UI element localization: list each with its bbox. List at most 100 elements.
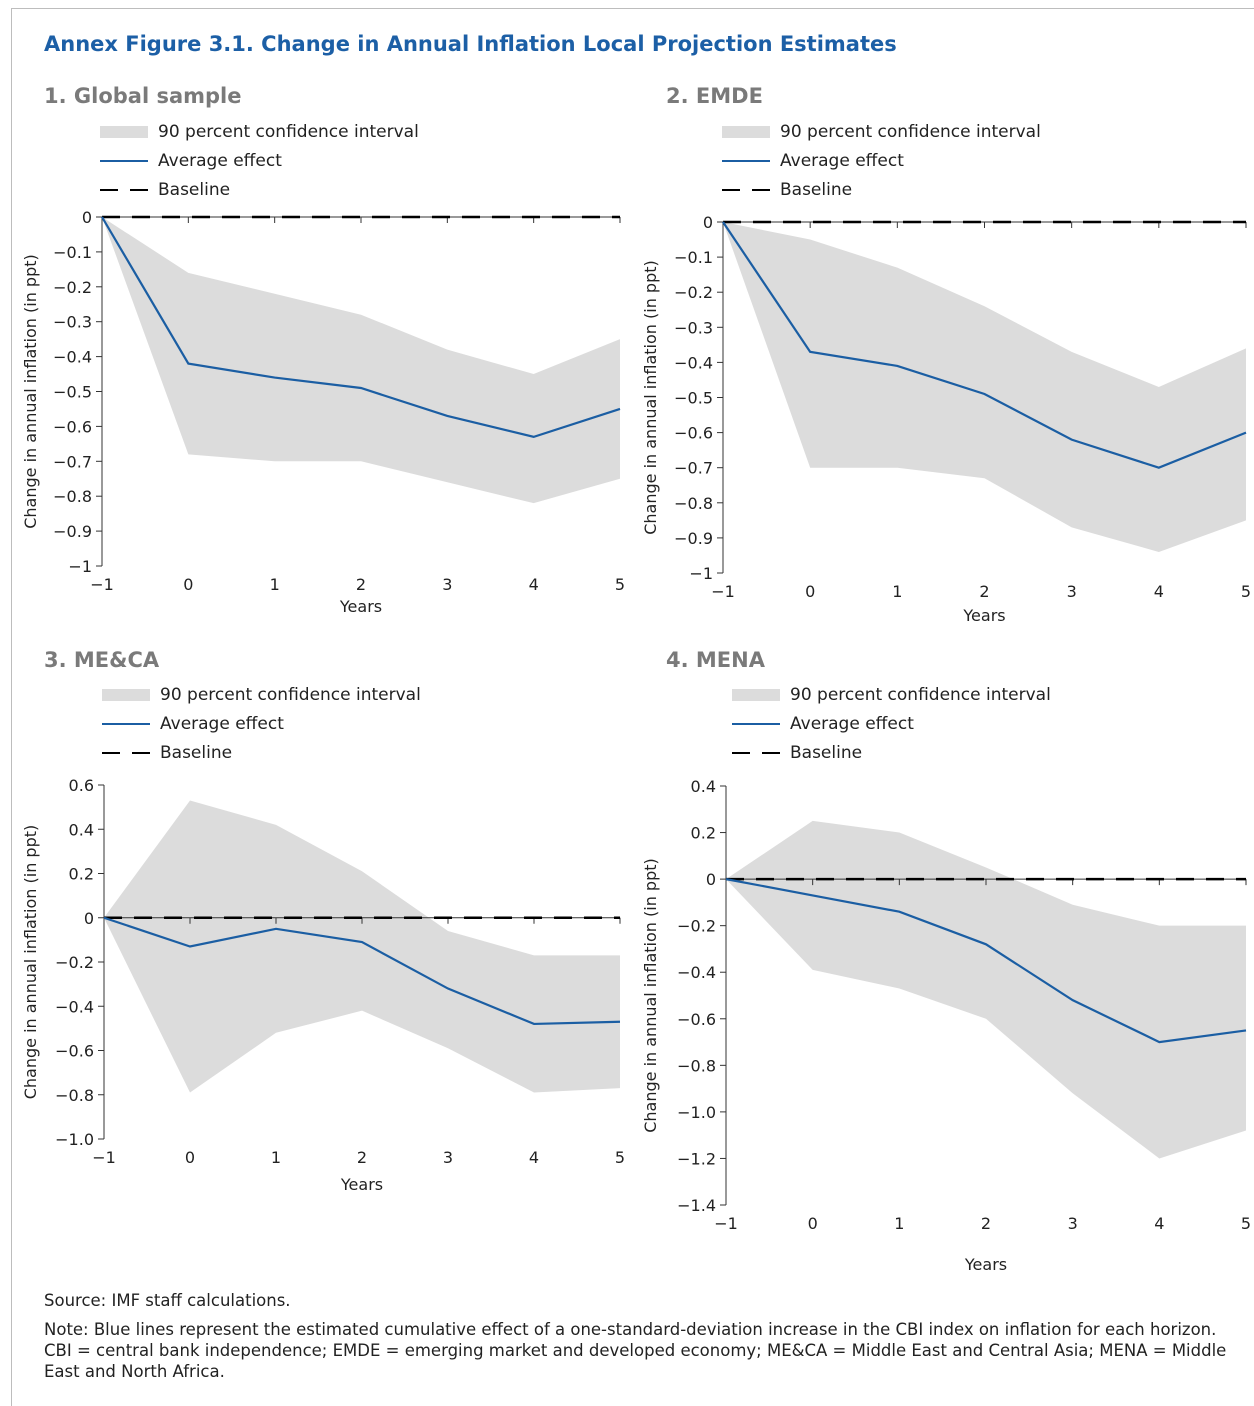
figure-note: Note: Blue lines represent the estimated…	[44, 1320, 1227, 1381]
y-tick-label: −0.6	[55, 1042, 94, 1061]
y-tick-label: 0.2	[69, 865, 94, 884]
y-tick-label: −1.0	[677, 1103, 716, 1122]
x-tick-label: 1	[894, 1214, 904, 1233]
y-tick-label: −0.8	[677, 1056, 716, 1075]
legend-item-baseline: Baseline	[100, 175, 419, 204]
y-tick-label: −0.4	[674, 353, 713, 372]
y-tick-label: −1.2	[677, 1149, 716, 1168]
y-tick-label: −1.4	[677, 1196, 716, 1215]
y-tick-label: −0.4	[677, 963, 716, 982]
y-axis-label: Change in annual inflation (in ppt)	[21, 825, 40, 1100]
legend-label-baseline: Baseline	[780, 179, 853, 200]
x-axis-label: Years	[339, 597, 382, 616]
x-tick-label: −1	[92, 1148, 116, 1167]
y-axis-label: Change in annual inflation (in ppt)	[641, 858, 660, 1133]
ci-band	[104, 800, 620, 1093]
y-tick-label: −0.8	[53, 487, 92, 506]
x-axis-label: Years	[964, 1255, 1007, 1274]
y-tick-label: −0.2	[677, 917, 716, 936]
legend-label-baseline: Baseline	[158, 179, 231, 200]
legend-label-avg: Average effect	[160, 713, 284, 734]
y-tick-label: 0	[84, 909, 94, 928]
x-tick-label: 0	[808, 1214, 818, 1233]
ci-band	[726, 820, 1246, 1159]
figure-title: Annex Figure 3.1. Change in Annual Infla…	[44, 32, 897, 56]
y-tick-label: −0.6	[677, 1010, 716, 1029]
legend-4: 90 percent confidence interval Average e…	[732, 680, 1051, 767]
panel-title-4: 4. MENA	[666, 648, 765, 672]
legend-label-avg: Average effect	[158, 150, 282, 171]
legend-item-baseline: Baseline	[722, 175, 1041, 204]
x-tick-label: −1	[714, 1214, 738, 1233]
x-tick-label: 4	[529, 1148, 539, 1167]
y-tick-label: −0.4	[53, 348, 92, 367]
x-tick-label: 4	[1154, 582, 1164, 601]
x-tick-label: 0	[805, 582, 815, 601]
avg-line-icon	[102, 717, 150, 731]
x-tick-label: 5	[1241, 1214, 1251, 1233]
panel-title-1: 1. Global sample	[44, 84, 242, 108]
x-tick-label: 5	[615, 1148, 625, 1167]
avg-line-icon	[100, 154, 148, 168]
y-tick-label: −0.9	[674, 529, 713, 548]
x-tick-label: 2	[979, 582, 989, 601]
legend-label-baseline: Baseline	[790, 742, 863, 763]
legend-2: 90 percent confidence interval Average e…	[722, 117, 1041, 204]
y-tick-label: 0.4	[69, 820, 94, 839]
y-tick-label: −0.1	[674, 248, 713, 267]
x-tick-label: 1	[270, 575, 280, 594]
ci-swatch-icon	[102, 688, 150, 702]
legend-1: 90 percent confidence interval Average e…	[100, 117, 419, 204]
x-tick-label: 2	[357, 1148, 367, 1167]
legend-item-avg: Average effect	[722, 146, 1041, 175]
average-effect-line	[725, 878, 1247, 1044]
x-tick-label: 5	[615, 575, 625, 594]
baseline-dash-icon	[102, 746, 150, 760]
notes-block: Source: IMF staff calculations. Note: Bl…	[44, 1290, 1234, 1390]
panel-title-3: 3. ME&CA	[44, 648, 160, 672]
y-tick-label: −0.2	[674, 283, 713, 302]
legend-label-ci: 90 percent confidence interval	[158, 121, 419, 142]
legend-label-avg: Average effect	[790, 713, 914, 734]
baseline-dash-icon	[100, 183, 148, 197]
y-tick-label: 0	[706, 870, 716, 889]
legend-item-avg: Average effect	[732, 709, 1051, 738]
y-axis-label: Change in annual inflation (in ppt)	[641, 260, 660, 535]
x-tick-label: 2	[981, 1214, 991, 1233]
figure-frame	[11, 8, 1254, 1406]
x-tick-label: 3	[443, 1148, 453, 1167]
x-tick-label: −1	[90, 575, 114, 594]
x-tick-label: 0	[183, 575, 193, 594]
ci-band	[723, 222, 1246, 552]
legend-item-ci: 90 percent confidence interval	[732, 680, 1051, 709]
y-tick-label: −0.3	[53, 313, 92, 332]
legend-label-ci: 90 percent confidence interval	[780, 121, 1041, 142]
legend-3: 90 percent confidence interval Average e…	[102, 680, 421, 767]
x-tick-label: 1	[271, 1148, 281, 1167]
y-tick-label: −1.0	[55, 1130, 94, 1149]
ci-swatch-icon	[100, 125, 148, 139]
legend-item-baseline: Baseline	[102, 738, 421, 767]
x-tick-label: 3	[1067, 582, 1077, 601]
legend-item-ci: 90 percent confidence interval	[102, 680, 421, 709]
y-tick-label: −0.5	[53, 383, 92, 402]
average-effect-line	[722, 221, 1247, 469]
legend-item-ci: 90 percent confidence interval	[100, 117, 419, 146]
legend-label-ci: 90 percent confidence interval	[160, 684, 421, 705]
avg-line-icon	[722, 154, 770, 168]
legend-item-avg: Average effect	[102, 709, 421, 738]
y-tick-label: −0.1	[53, 243, 92, 262]
y-axis-label: Change in annual inflation (in ppt)	[21, 254, 40, 529]
y-tick-label: −0.7	[53, 452, 92, 471]
y-tick-label: −0.8	[674, 494, 713, 513]
avg-line-icon	[732, 717, 780, 731]
y-tick-label: −1	[689, 564, 713, 583]
y-tick-label: −0.7	[674, 459, 713, 478]
ci-swatch-icon	[722, 125, 770, 139]
average-effect-line	[101, 216, 621, 439]
y-tick-label: −1	[68, 557, 92, 576]
legend-item-ci: 90 percent confidence interval	[722, 117, 1041, 146]
y-tick-label: 0.4	[691, 777, 716, 796]
